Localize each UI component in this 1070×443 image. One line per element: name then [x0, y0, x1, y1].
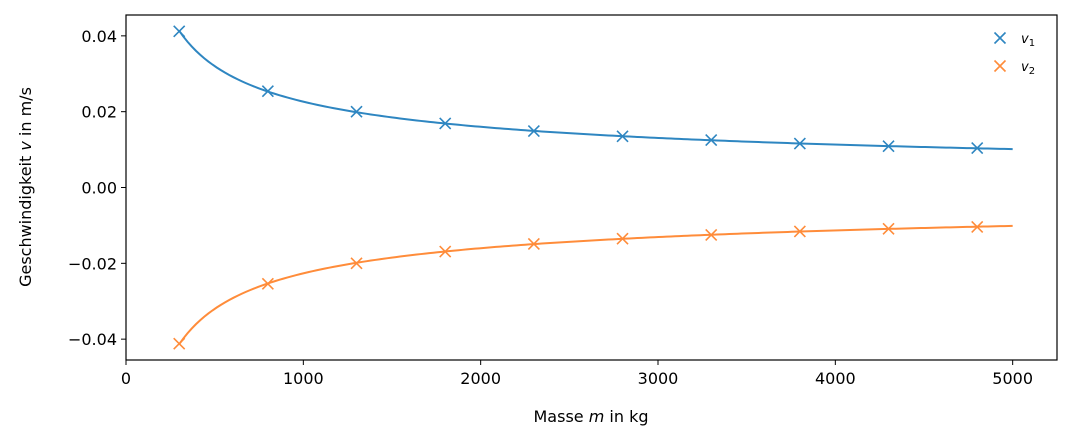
plot-frame	[125, 14, 1058, 361]
x-tick-label: 4000	[815, 369, 856, 388]
series-1-point	[705, 134, 718, 147]
series-1-point	[616, 130, 629, 143]
legend-marker	[993, 31, 1007, 45]
y-tick-label: 0.00	[81, 179, 117, 198]
x-tick-label: 2000	[460, 369, 501, 388]
series-2-point	[261, 277, 274, 290]
legend-item-1: v1	[993, 31, 1035, 49]
series-2	[173, 220, 1013, 350]
y-axis-label: Geschwindigkeit v in m/s	[16, 87, 35, 287]
series-1-point	[527, 124, 540, 138]
y-tick-label: 0.04	[81, 27, 117, 46]
legend: v1 v2	[993, 31, 1035, 77]
series-2-point	[882, 222, 895, 235]
legend-item-2: v2	[993, 59, 1035, 77]
series-1-point	[261, 85, 274, 98]
series-2-point	[793, 225, 806, 238]
series-1-curve	[178, 30, 1013, 151]
legend-label: v2	[1021, 60, 1035, 77]
series-2-point	[616, 232, 629, 245]
series-layer	[173, 25, 1013, 350]
ticks-layer: 0 1000 2000 3000 4000 5000 0.04 0.02 0.00 −0.02 −0…	[68, 27, 1033, 388]
series-1-point	[173, 25, 186, 38]
x-tick-label: 0	[121, 369, 131, 388]
legend-label: v1	[1021, 32, 1035, 49]
y-tick-label: −0.04	[68, 330, 117, 349]
series-2-point	[173, 337, 186, 350]
series-1	[173, 25, 1013, 155]
series-1-point	[971, 142, 984, 155]
series-1-point	[793, 137, 806, 150]
x-tick-label: 5000	[992, 369, 1033, 388]
series-1-point	[439, 117, 452, 130]
y-tick-label: 0.02	[81, 103, 117, 122]
series-2-point	[439, 245, 452, 258]
series-2-point	[971, 220, 984, 233]
series-2-curve	[178, 224, 1013, 345]
series-2-point	[527, 237, 540, 251]
legend-marker	[993, 59, 1007, 73]
y-tick-label: −0.02	[68, 254, 117, 273]
series-1-point	[350, 105, 363, 118]
x-tick-label: 1000	[283, 369, 324, 388]
x-axis-label: Masse m in kg	[534, 407, 649, 426]
series-2-point	[705, 228, 718, 241]
series-2-point	[350, 257, 363, 270]
series-1-point	[882, 140, 895, 153]
x-tick-label: 3000	[638, 369, 679, 388]
